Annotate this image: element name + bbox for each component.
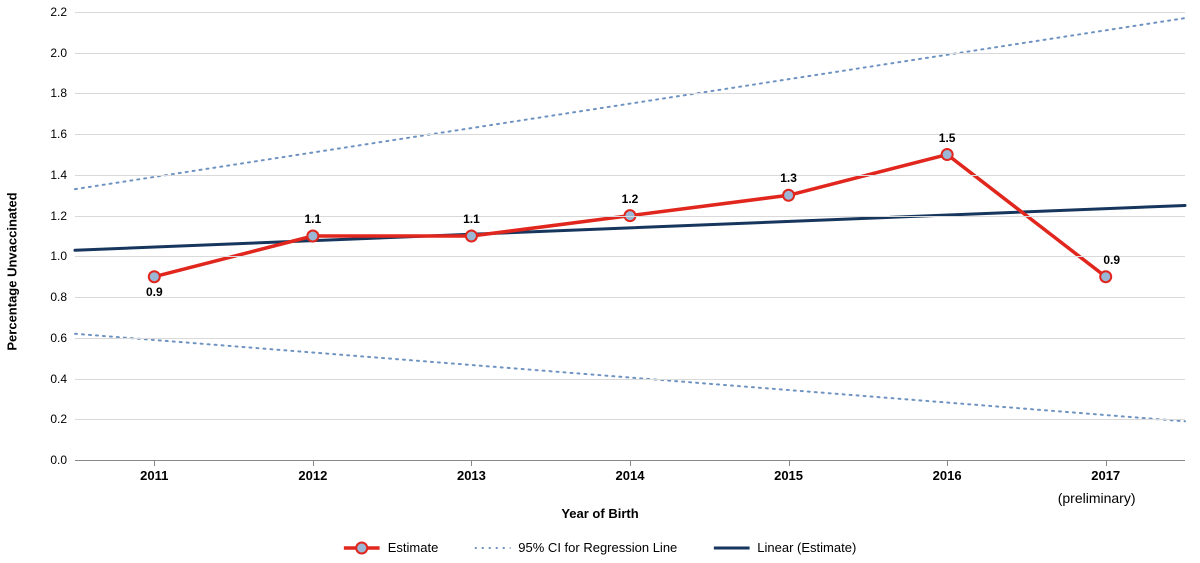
x-tick-label: 2012 — [298, 460, 327, 483]
estimate-marker — [942, 149, 953, 160]
x-tick-label: 2013 — [457, 460, 486, 483]
x-tick-label: 2014 — [616, 460, 645, 483]
series-svg — [75, 12, 1185, 460]
gridline — [75, 256, 1185, 257]
y-tick-label: 0.4 — [50, 372, 75, 386]
x-tick-label: 2011 — [140, 460, 168, 483]
legend-swatch-estimate — [344, 541, 380, 555]
estimate-marker — [1100, 271, 1111, 282]
gridline — [75, 216, 1185, 217]
gridline — [75, 53, 1185, 54]
data-label: 0.9 — [1103, 253, 1120, 267]
legend-item-ci: 95% CI for Regression Line — [474, 540, 677, 555]
y-axis-title: Percentage Unvaccinated — [5, 192, 20, 350]
estimate-marker — [307, 231, 318, 242]
legend-label-estimate: Estimate — [388, 540, 439, 555]
estimate-marker — [466, 231, 477, 242]
y-tick-label: 0.2 — [50, 412, 75, 426]
estimate-marker — [149, 271, 160, 282]
x-tick-label: 2015 — [774, 460, 803, 483]
data-label: 1.1 — [305, 212, 322, 226]
legend-swatch-ci — [474, 541, 510, 555]
y-tick-label: 0.6 — [50, 331, 75, 345]
legend: Estimate 95% CI for Regression Line Line… — [344, 540, 857, 555]
gridline — [75, 338, 1185, 339]
y-tick-label: 2.0 — [50, 46, 75, 60]
gridline — [75, 175, 1185, 176]
data-label: 1.1 — [463, 212, 480, 226]
plot-area: 0.00.20.40.60.81.01.21.41.61.82.02.22011… — [75, 12, 1185, 460]
x-tick-label: 2016 — [933, 460, 962, 483]
gridline — [75, 93, 1185, 94]
vaccination-chart: Percentage Unvaccinated 0.00.20.40.60.81… — [0, 0, 1200, 563]
legend-label-ci: 95% CI for Regression Line — [518, 540, 677, 555]
preliminary-label: (preliminary) — [1058, 490, 1136, 506]
gridline — [75, 379, 1185, 380]
y-tick-label: 0.0 — [50, 453, 75, 467]
gridline — [75, 419, 1185, 420]
y-tick-label: 2.2 — [50, 5, 75, 19]
y-tick-label: 1.2 — [50, 209, 75, 223]
x-tick-label: 2017 — [1091, 460, 1120, 483]
legend-item-linear: Linear (Estimate) — [713, 540, 856, 555]
legend-item-estimate: Estimate — [344, 540, 439, 555]
data-label: 1.2 — [622, 192, 639, 206]
data-label: 1.5 — [939, 131, 956, 145]
ci-lower-line — [75, 334, 1185, 422]
y-tick-label: 0.8 — [50, 290, 75, 304]
legend-swatch-linear — [713, 541, 749, 555]
gridline — [75, 12, 1185, 13]
gridline — [75, 297, 1185, 298]
data-label: 1.3 — [780, 171, 797, 185]
y-tick-label: 1.4 — [50, 168, 75, 182]
y-tick-label: 1.6 — [50, 127, 75, 141]
y-tick-label: 1.8 — [50, 86, 75, 100]
ci-upper-line — [75, 18, 1185, 189]
x-axis-title: Year of Birth — [561, 506, 638, 521]
data-label: 0.9 — [146, 285, 163, 299]
gridline — [75, 134, 1185, 135]
legend-label-linear: Linear (Estimate) — [757, 540, 856, 555]
estimate-marker — [783, 190, 794, 201]
y-tick-label: 1.0 — [50, 249, 75, 263]
